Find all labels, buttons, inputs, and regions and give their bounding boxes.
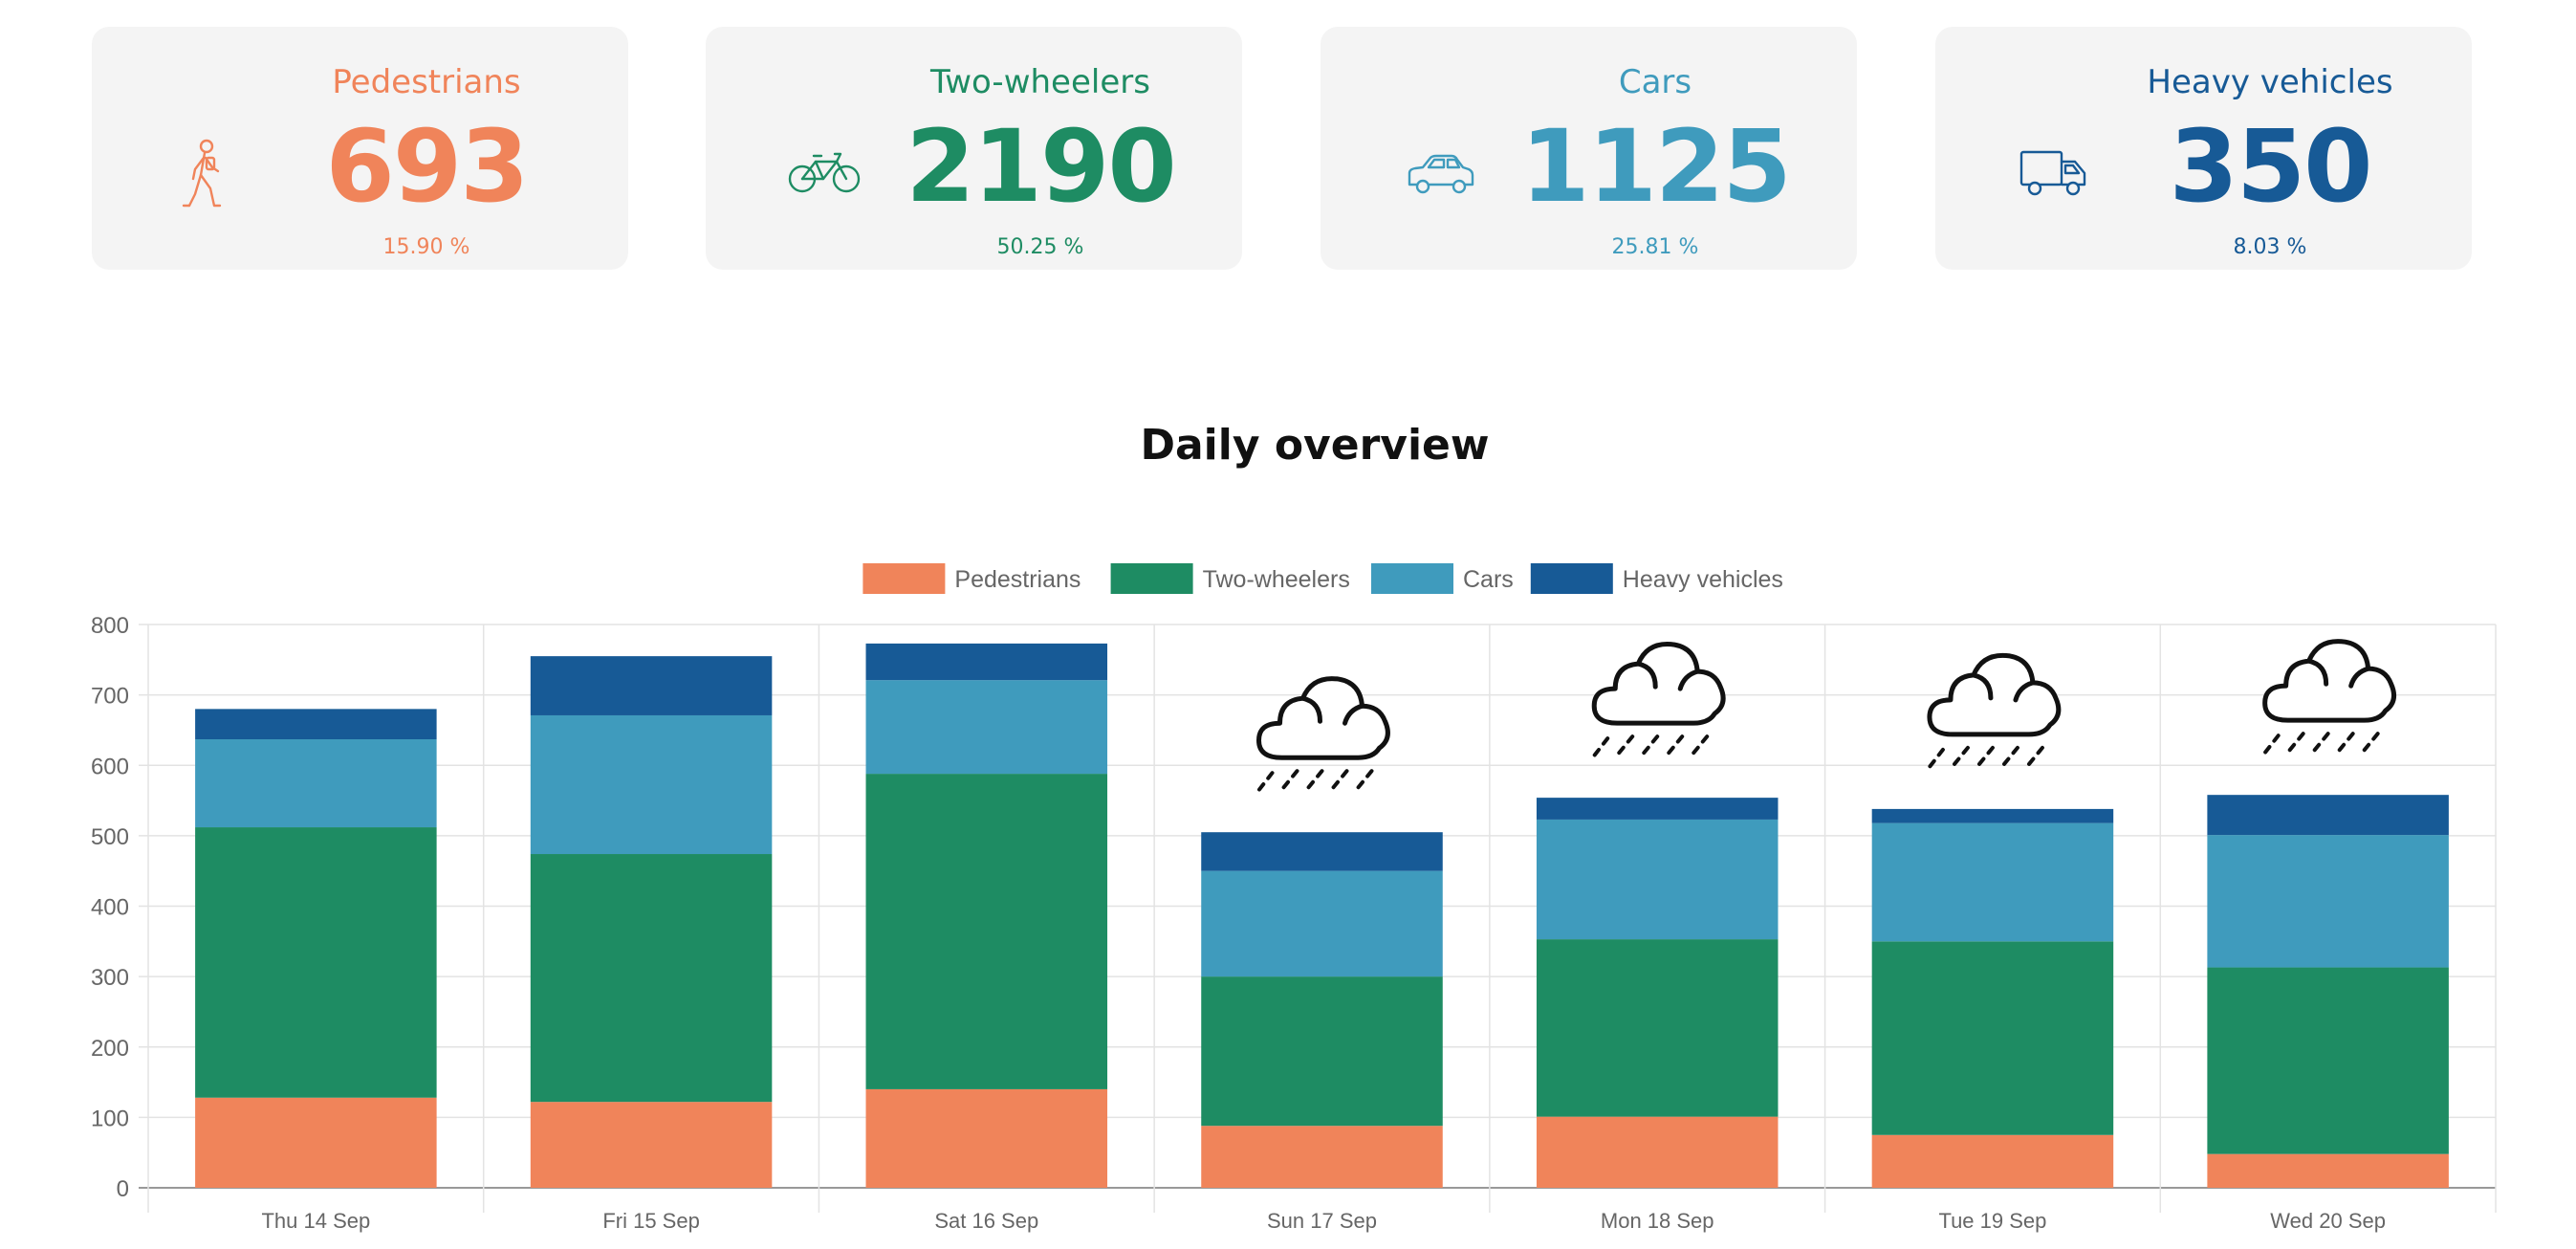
legend-swatch bbox=[1371, 563, 1453, 594]
bar-segment bbox=[530, 1102, 773, 1188]
card-value: 350 bbox=[2169, 108, 2372, 225]
card-label: Two-wheelers bbox=[930, 63, 1150, 101]
card-percent: 15.90 % bbox=[382, 235, 470, 259]
bar-segment bbox=[530, 714, 773, 855]
y-tick-label: 800 bbox=[91, 613, 129, 639]
bar-segment bbox=[1536, 798, 1779, 820]
bar-segment bbox=[2207, 795, 2449, 836]
bar-segment bbox=[1201, 1126, 1443, 1188]
card-pedestrians: Pedestrians 693 15.90 % bbox=[92, 27, 628, 270]
card-label: Cars bbox=[1618, 63, 1692, 101]
legend-swatch bbox=[1110, 563, 1193, 594]
rain-cloud-icon bbox=[2262, 639, 2397, 757]
overview-title: Daily overview bbox=[1140, 421, 1490, 470]
card-label: Pedestrians bbox=[332, 63, 521, 101]
y-tick-label: 400 bbox=[91, 895, 129, 921]
bar-segment bbox=[195, 827, 437, 1098]
y-tick-label: 0 bbox=[117, 1176, 129, 1202]
card-label: Heavy vehicles bbox=[2147, 63, 2393, 101]
card-value: 693 bbox=[325, 108, 529, 225]
card-percent: 8.03 % bbox=[2233, 235, 2307, 259]
y-tick-label: 300 bbox=[91, 965, 129, 991]
bicycle-icon bbox=[787, 137, 863, 213]
bar-segment bbox=[195, 709, 437, 740]
x-tick-label: Sat 16 Sep bbox=[934, 1209, 1038, 1233]
bar-segment bbox=[2207, 967, 2449, 1154]
bar-segment bbox=[530, 854, 773, 1103]
daily-overview-chart: 0 100 200 300 400 500 600 700 800 Thu 14 Sep Fri 1… bbox=[91, 563, 2497, 1233]
y-tick-label: 600 bbox=[91, 754, 129, 779]
bar-segment bbox=[1871, 941, 2114, 1135]
card-two-wheelers: Two-wheelers 2190 50.25 % bbox=[706, 27, 1242, 270]
x-tick-label: Wed 20 Sep bbox=[2270, 1209, 2386, 1233]
legend-swatch bbox=[862, 563, 946, 594]
card-cars: Cars 1125 25.81 % bbox=[1321, 27, 1857, 270]
summary-cards: Pedestrians 693 15.90 % Two-wheelers 219… bbox=[0, 0, 2576, 287]
legend-label: Two-wheelers bbox=[1203, 566, 1350, 593]
x-tick-label: Sun 17 Sep bbox=[1267, 1209, 1377, 1233]
x-tick-label: Fri 15 Sep bbox=[602, 1209, 700, 1233]
truck-icon bbox=[2016, 137, 2092, 213]
y-tick-label: 500 bbox=[91, 824, 129, 850]
rain-cloud-icon bbox=[1256, 676, 1390, 795]
bar-segment bbox=[1871, 1134, 2114, 1188]
bar-segment bbox=[530, 656, 773, 715]
bar-segment bbox=[865, 1088, 1108, 1188]
bar-segment bbox=[2207, 1153, 2449, 1188]
bar-segment bbox=[865, 643, 1108, 681]
car-icon bbox=[1402, 137, 1478, 213]
bar-segment bbox=[1201, 832, 1443, 871]
y-tick-label: 100 bbox=[91, 1106, 129, 1131]
legend-label: Heavy vehicles bbox=[1623, 566, 1783, 593]
bar-segment bbox=[865, 680, 1108, 775]
card-percent: 25.81 % bbox=[1611, 235, 1699, 259]
card-value: 1125 bbox=[1520, 108, 1791, 225]
rain-cloud-icon bbox=[1591, 642, 1726, 760]
legend-label: Pedestrians bbox=[954, 566, 1081, 593]
bar-segment bbox=[1201, 870, 1443, 977]
card-value: 2190 bbox=[906, 108, 1176, 225]
rain-cloud-icon bbox=[1927, 652, 2062, 771]
bar-segment bbox=[1536, 939, 1779, 1117]
bar-segment bbox=[1871, 808, 2114, 823]
x-tick-label: Thu 14 Sep bbox=[261, 1209, 370, 1233]
x-tick-label: Mon 18 Sep bbox=[1601, 1209, 1714, 1233]
bar-segment bbox=[1536, 1116, 1779, 1188]
y-tick-label: 700 bbox=[91, 684, 129, 710]
bar-segment bbox=[1536, 819, 1779, 940]
bar-segment bbox=[1871, 822, 2114, 942]
card-percent: 50.25 % bbox=[996, 235, 1084, 259]
bar-segment bbox=[195, 1097, 437, 1188]
bar-segment bbox=[195, 739, 437, 828]
legend-label: Cars bbox=[1463, 566, 1514, 593]
legend-swatch bbox=[1530, 563, 1613, 594]
bar-segment bbox=[865, 774, 1108, 1089]
y-tick-label: 200 bbox=[91, 1036, 129, 1062]
card-heavy-vehicles: Heavy vehicles 350 8.03 % bbox=[1935, 27, 2472, 270]
bar-segment bbox=[1201, 976, 1443, 1127]
x-tick-label: Tue 19 Sep bbox=[1938, 1209, 2046, 1233]
pedestrian-icon bbox=[168, 137, 245, 213]
bar-segment bbox=[2207, 835, 2449, 968]
